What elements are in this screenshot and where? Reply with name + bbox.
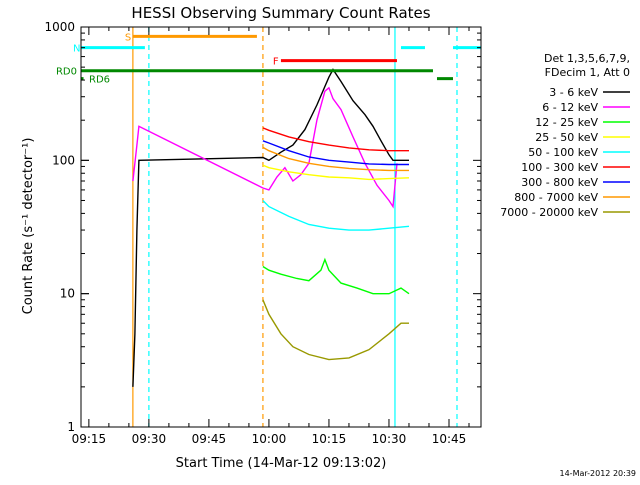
flag-label-6: RD6 [89,75,110,86]
chart-title: HESSI Observing Summary Count Rates [131,4,430,22]
legend: Det 1,3,5,6,7,9, FDecim 1, Att 0 3 - 6 k… [500,52,630,219]
legend-entry-label: 6 - 12 keV [542,101,598,114]
x-axis: 09:15 09:30 09:45 10:00 10:15 10:30 10:45 [72,27,470,446]
series-line-5 [262,127,409,152]
plot-frame [80,26,482,428]
x-tick-label: 10:30 [372,432,407,446]
legend-entry-label: 100 - 300 keV [521,161,598,174]
y-tick-label: 1 [67,420,75,434]
flag-label-0: S [125,32,131,43]
x-tick-label: 09:15 [72,432,107,446]
series-line-3 [262,164,410,181]
y-axis-label: Count Rate (s⁻¹ detector⁻¹) [21,138,36,315]
series-line-1 [132,86,398,209]
legend-entry-label: 50 - 100 keV [528,146,598,159]
series-line-8 [262,299,409,361]
legend-entry-label: 800 - 7000 keV [514,191,598,204]
flag-label-4: F [273,57,279,68]
x-tick-label: 10:45 [432,432,467,446]
y-tick-label: 100 [52,153,75,167]
legend-entry-label: 12 - 25 keV [535,116,598,129]
legend-entry-label: 7000 - 20000 keV [500,206,598,219]
legend-entry-label: 300 - 800 keV [521,176,598,189]
y-tick-label: 1000 [44,20,75,34]
legend-entry-label: 25 - 50 keV [535,131,598,144]
flag-label-5: RD0 [56,67,77,78]
x-tick-label: 10:15 [312,432,347,446]
plot-layer: S N F RD0 RD6 [56,27,481,427]
series-line-2 [262,257,410,295]
legend-header-line-2: FDecim 1, Att 0 [545,66,630,79]
series-line-4 [262,200,410,231]
series-line-0 [132,68,409,387]
x-tick-label: 10:00 [252,432,287,446]
legend-entry-label: 3 - 6 keV [549,86,598,99]
series-line-7 [262,146,409,172]
flag-label-1: N [73,44,80,55]
x-tick-label: 09:30 [132,432,167,446]
legend-header-line-1: Det 1,3,5,6,7,9, [544,52,630,65]
y-tick-label: 10 [60,287,75,301]
x-tick-label: 09:45 [192,432,227,446]
generated-timestamp: 14-Mar-2012 20:39 [559,469,637,478]
series-line-6 [262,140,409,166]
y-axis: 1 10 100 1000 [44,20,481,434]
x-axis-label: Start Time (14-Mar-12 09:13:02) [176,456,387,471]
